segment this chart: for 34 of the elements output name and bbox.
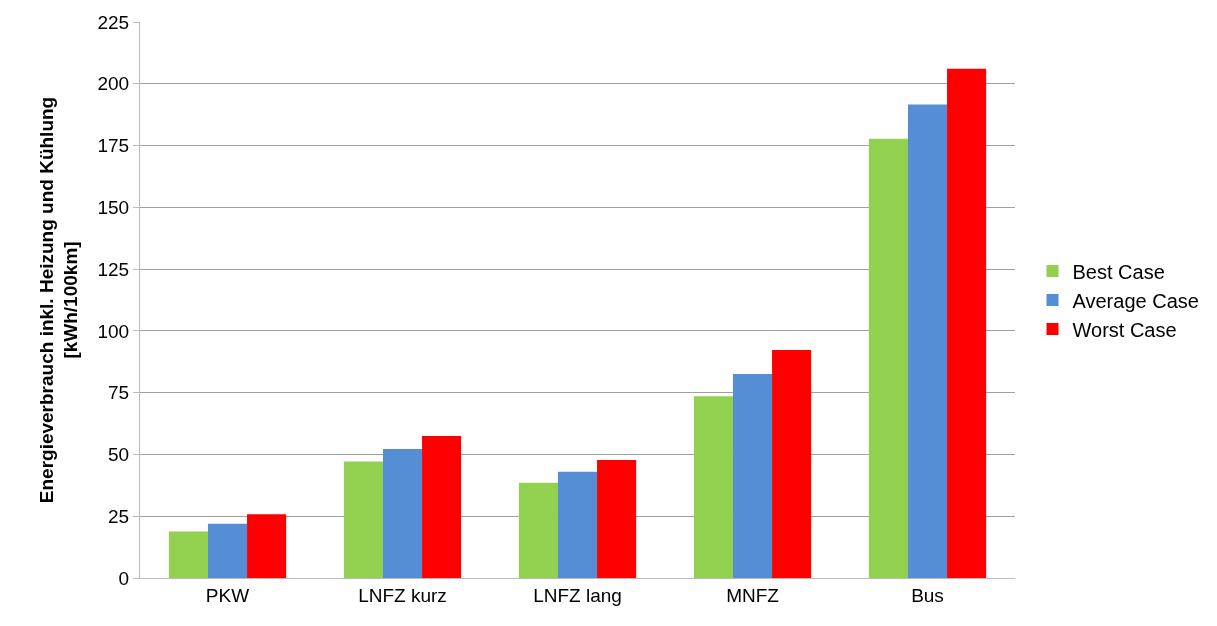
bar: [382, 449, 423, 578]
bar: [518, 482, 558, 578]
legend-label: Worst Case: [1072, 318, 1177, 341]
bar: [207, 523, 248, 578]
bar: [732, 373, 773, 578]
bar: [947, 68, 987, 578]
bar: [343, 461, 383, 578]
y-tick-label: 125: [97, 258, 130, 280]
y-tick-label: 0: [118, 567, 130, 589]
bar: [422, 435, 462, 578]
x-tick-label: LNFZ kurz: [358, 584, 447, 606]
x-tick-label: MNFZ: [726, 584, 780, 606]
legend-label: Average Case: [1072, 289, 1199, 312]
bar: [772, 349, 812, 578]
bar: [868, 138, 908, 578]
y-tick-label: 100: [97, 320, 130, 342]
y-tick-label: 175: [97, 135, 130, 157]
bar: [693, 396, 733, 578]
y-tick-label: 75: [108, 382, 130, 404]
bar: [907, 104, 948, 578]
x-tick-label: Bus: [911, 584, 944, 606]
legend-label: Best Case: [1072, 260, 1165, 283]
bar: [557, 471, 598, 578]
y-tick-label: 150: [97, 196, 130, 218]
x-tick-label: PKW: [205, 584, 250, 606]
y-tick-label: 25: [108, 505, 130, 527]
y-axis-title: Energieverbrauch inkl. Heizung und Kühlung [kWh/100km]: [35, 96, 82, 504]
y-tick-label: 50: [108, 444, 130, 466]
bar: [247, 514, 287, 578]
y-tick-label: 200: [97, 73, 130, 95]
x-tick-label: LNFZ lang: [533, 584, 622, 606]
bar: [168, 531, 208, 578]
bar: [597, 459, 637, 578]
y-tick-label: 225: [97, 11, 130, 33]
